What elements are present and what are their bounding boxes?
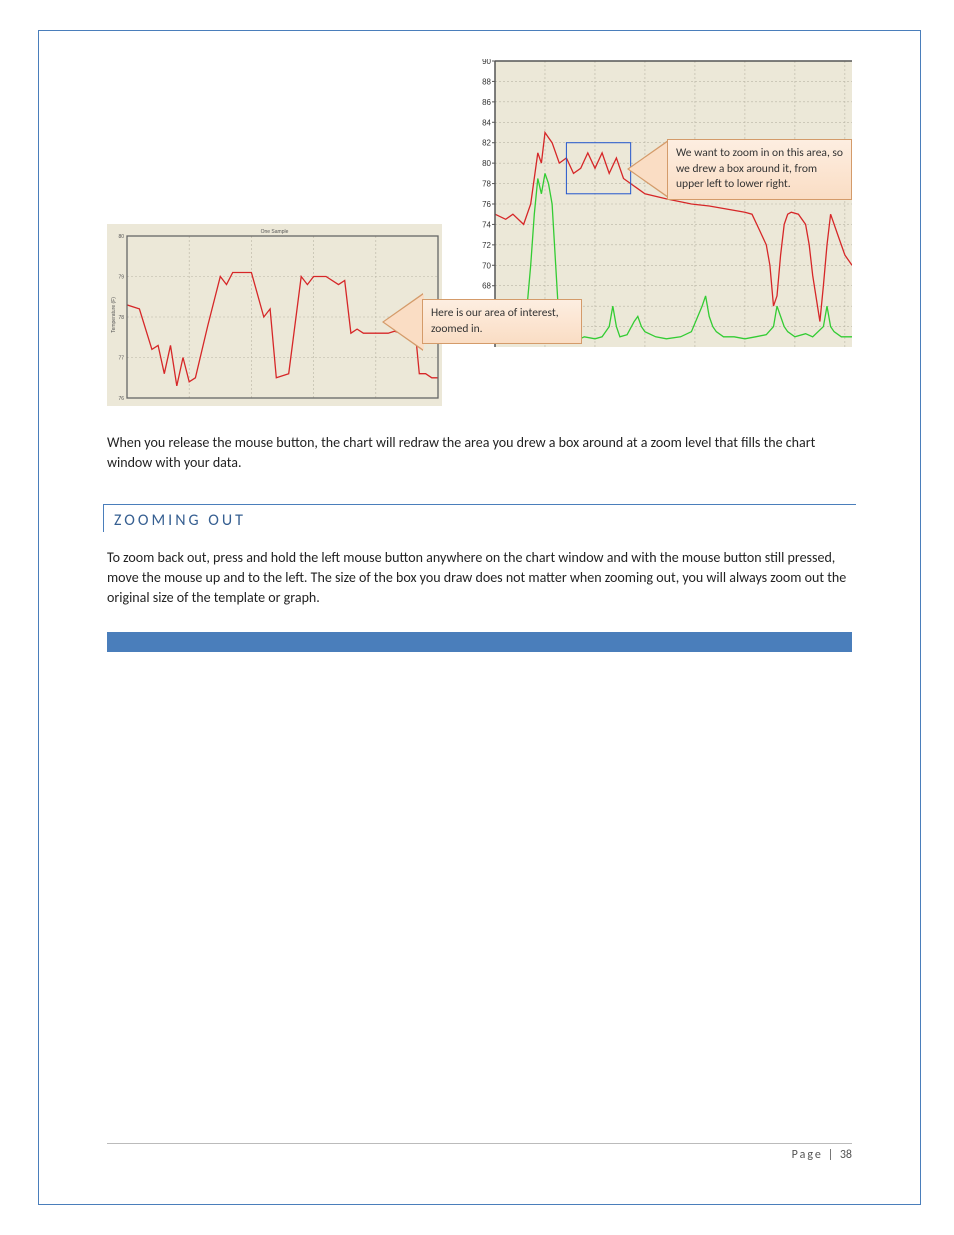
charts-row: 6466687072747678808284868890 One Sample7… bbox=[107, 59, 852, 419]
svg-text:Temperature (F): Temperature (F) bbox=[111, 297, 117, 333]
page-footer: Page | 38 bbox=[107, 1143, 852, 1162]
footer-page-label: Page bbox=[792, 1148, 823, 1162]
svg-text:68: 68 bbox=[482, 282, 491, 291]
svg-text:76: 76 bbox=[482, 200, 491, 209]
svg-text:84: 84 bbox=[482, 118, 491, 127]
svg-text:76: 76 bbox=[118, 396, 124, 402]
callout-arrow-icon bbox=[629, 141, 669, 197]
svg-text:78: 78 bbox=[118, 315, 124, 321]
callout-text: Here is our area of interest, zoomed in. bbox=[422, 299, 582, 344]
paragraph-zoom-out: To zoom back out, press and hold the lef… bbox=[107, 548, 852, 609]
section-heading-zooming-out: ZOOMING OUT bbox=[103, 504, 856, 532]
footer-separator: | bbox=[823, 1148, 840, 1162]
svg-text:88: 88 bbox=[482, 77, 491, 86]
svg-text:90: 90 bbox=[482, 59, 491, 66]
svg-text:86: 86 bbox=[482, 98, 491, 107]
callout-text: We want to zoom in on this area, so we d… bbox=[667, 139, 852, 200]
page-frame: 6466687072747678808284868890 One Sample7… bbox=[38, 30, 921, 1205]
svg-text:79: 79 bbox=[118, 275, 124, 281]
footer-page-number: 38 bbox=[840, 1148, 852, 1162]
svg-text:80: 80 bbox=[482, 159, 491, 168]
svg-text:70: 70 bbox=[482, 261, 491, 270]
section-divider-bar bbox=[107, 632, 852, 652]
svg-text:74: 74 bbox=[482, 220, 491, 229]
svg-text:One Sample: One Sample bbox=[261, 229, 289, 235]
svg-text:77: 77 bbox=[118, 356, 124, 362]
content-area: 6466687072747678808284868890 One Sample7… bbox=[39, 59, 920, 652]
callout-zoomed-result: Here is our area of interest, zoomed in. bbox=[422, 299, 582, 344]
svg-text:82: 82 bbox=[482, 139, 491, 148]
svg-text:72: 72 bbox=[482, 241, 491, 250]
callout-arrow-icon bbox=[384, 294, 424, 350]
callout-zoom-target: We want to zoom in on this area, so we d… bbox=[667, 139, 852, 200]
svg-text:78: 78 bbox=[482, 180, 491, 189]
svg-text:80: 80 bbox=[118, 234, 124, 240]
paragraph-zoom-release: When you release the mouse button, the c… bbox=[107, 433, 852, 474]
